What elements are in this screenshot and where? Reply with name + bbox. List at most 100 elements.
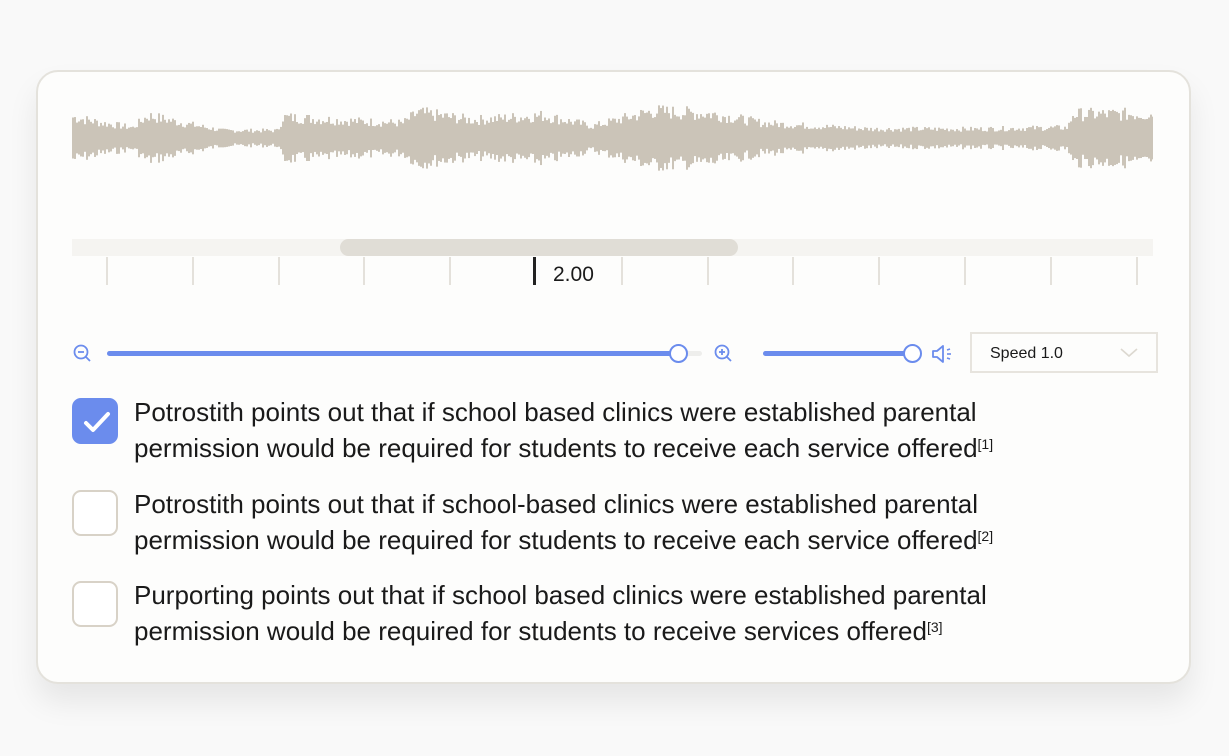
waveform-bar (702, 116, 704, 160)
waveform-bar (1072, 115, 1074, 161)
waveform-bar (312, 119, 314, 157)
waveform-bar (758, 118, 760, 158)
waveform-bar (316, 121, 318, 155)
waveform-bar (136, 127, 138, 149)
checkbox[interactable] (72, 490, 118, 536)
waveform-bar (674, 114, 676, 162)
waveform-bar (90, 121, 92, 155)
waveform-bar (118, 122, 120, 154)
waveform-bar (104, 122, 106, 154)
waveform-bar (768, 122, 770, 154)
waveform-bar (1044, 130, 1046, 146)
waveform-bar (1058, 125, 1060, 151)
waveform-bar (536, 116, 538, 160)
waveform-bar (244, 129, 246, 147)
waveform-bar (396, 126, 398, 150)
zoom-slider[interactable] (107, 344, 702, 363)
waveform-bar (752, 118, 754, 158)
zoom-slider-thumb[interactable] (669, 344, 689, 363)
waveform-bar (416, 113, 418, 163)
waveform-bar (1140, 117, 1142, 159)
waveform-bar (388, 122, 390, 154)
waveform-bar (242, 131, 244, 145)
waveform-bar (482, 119, 484, 157)
waveform-bar (754, 119, 756, 157)
waveform-bar (724, 117, 726, 159)
waveform-bar (1070, 121, 1072, 155)
waveform-bar (256, 130, 258, 146)
waveform-bar (442, 117, 444, 159)
waveform-bar (1054, 126, 1056, 150)
waveform-bar (96, 120, 98, 156)
speed-select[interactable]: Speed 1.0 (970, 332, 1158, 373)
waveform-bar (424, 113, 426, 163)
waveform-bar (802, 122, 804, 154)
waveform-bar (362, 120, 364, 156)
waveform-bar (632, 115, 634, 161)
waveform-bar (1150, 114, 1152, 162)
waveform-bar (420, 109, 422, 167)
waveform-bar (658, 105, 660, 171)
waveform-bar (1104, 113, 1106, 163)
waveform-bar (366, 123, 368, 153)
zoom-in-icon[interactable] (714, 344, 734, 364)
waveform-bar (690, 111, 692, 165)
waveform-bar (120, 128, 122, 148)
waveform-bar (740, 114, 742, 162)
waveform-bar (598, 121, 600, 155)
zoom-out-icon[interactable] (73, 344, 93, 364)
waveform-bar (182, 126, 184, 150)
waveform-bar (148, 120, 150, 156)
waveform-bar (866, 127, 868, 149)
timeline-tick (792, 257, 795, 285)
checkbox[interactable] (72, 581, 118, 627)
waveform-bar (302, 123, 304, 153)
waveform-bar (292, 121, 294, 155)
waveform-bar (174, 120, 176, 156)
waveform-bar (548, 118, 550, 158)
waveform-bar (858, 128, 860, 148)
waveform-bar (346, 121, 348, 155)
waveform-bar (1098, 111, 1100, 165)
waveform-bar (882, 130, 884, 146)
waveform-bar (760, 127, 762, 149)
waveform-bar (552, 122, 554, 154)
waveform-bar (1042, 130, 1044, 146)
volume-slider[interactable] (763, 344, 922, 363)
playhead-cursor[interactable] (533, 257, 536, 285)
volume-slider-thumb[interactable] (903, 344, 922, 363)
waveform-bar (84, 124, 86, 152)
waveform[interactable] (72, 100, 1153, 176)
waveform-bar (448, 117, 450, 159)
waveform-bar (170, 121, 172, 155)
waveform-bar (610, 120, 612, 156)
waveform-bar (246, 129, 248, 147)
waveform-bar (646, 112, 648, 164)
speaker-icon[interactable] (931, 344, 953, 364)
waveform-bar (288, 115, 290, 161)
waveform-bar (556, 114, 558, 162)
waveform-bar (358, 117, 360, 159)
waveform-bar (200, 126, 202, 150)
waveform-bar (870, 127, 872, 149)
waveform-bar (398, 119, 400, 157)
waveform-bar (494, 116, 496, 160)
waveform-bar (1020, 130, 1022, 146)
waveform-bar (626, 116, 628, 160)
checkbox[interactable] (72, 398, 118, 444)
waveform-bar (604, 124, 606, 152)
waveform-bar (110, 124, 112, 152)
waveform-bar (480, 114, 482, 162)
waveform-bar (936, 130, 938, 146)
waveform-bar (568, 119, 570, 157)
waveform-bar (570, 121, 572, 155)
chevron-down-icon (1120, 348, 1138, 358)
waveform-bar (1036, 125, 1038, 151)
waveform-bar (1016, 129, 1018, 147)
waveform-bar (854, 126, 856, 150)
waveform-bar (996, 131, 998, 145)
waveform-bar (214, 131, 216, 145)
waveform-bar (254, 131, 256, 145)
waveform-bar (88, 119, 90, 157)
timeline-scroll-thumb[interactable] (340, 239, 738, 256)
